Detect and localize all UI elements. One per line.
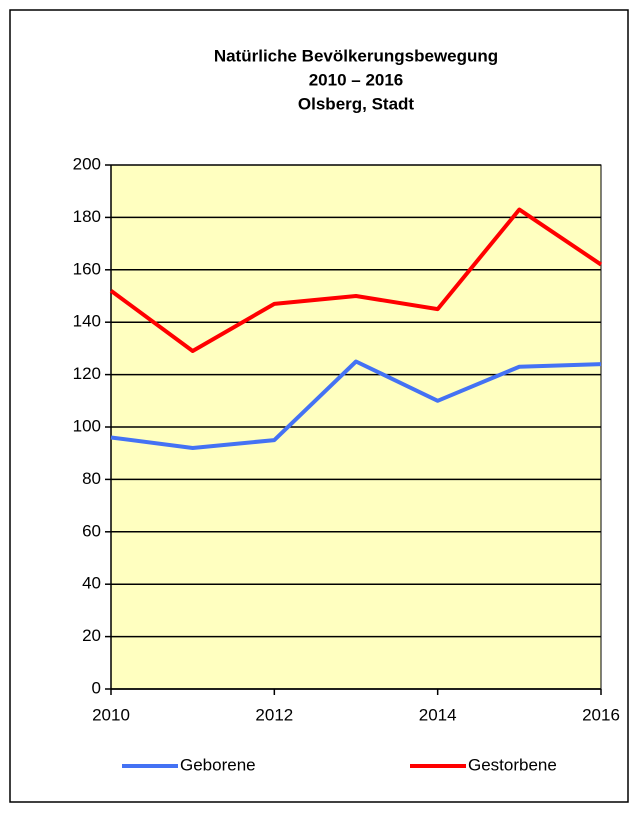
legend-label: Gestorbene [468,755,557,774]
x-tick-label: 2012 [255,705,293,724]
data-line [110,359,602,450]
x-tick-label: 2014 [419,705,457,724]
y-tick-label: 20 [82,626,101,645]
y-tick-label: 40 [82,574,101,593]
chart-title: Olsberg, Stadt [298,94,415,113]
x-tick-label: 2016 [582,705,620,724]
y-tick-label: 0 [92,678,101,697]
y-tick-label: 120 [73,364,101,383]
y-tick-label: 140 [73,312,101,331]
y-tick-label: 200 [73,154,101,173]
x-tick-label: 2010 [92,705,130,724]
y-tick-label: 80 [82,469,101,488]
chart-title: 2010 – 2016 [309,70,404,89]
y-tick-label: 160 [73,259,101,278]
y-tick-label: 180 [73,207,101,226]
y-tick-label: 60 [82,521,101,540]
data-line [109,207,603,354]
chart-title: Natürliche Bevölkerungsbewegung [214,46,498,65]
y-tick-label: 100 [73,416,101,435]
legend-label: Geborene [180,755,256,774]
